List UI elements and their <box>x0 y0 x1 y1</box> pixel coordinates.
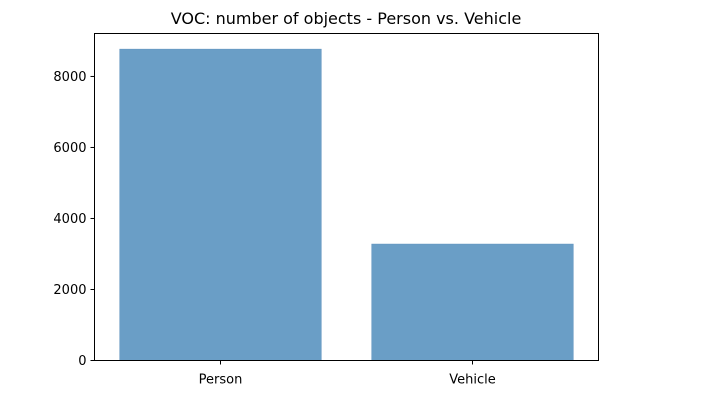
x-tick-label: Vehicle <box>449 373 496 388</box>
x-axis: Person Vehicle <box>199 360 496 388</box>
y-axis: 0 2000 4000 6000 8000 <box>53 70 95 369</box>
x-tick-label: Person <box>199 373 243 388</box>
y-tick-label: 6000 <box>53 141 86 156</box>
plot-frame <box>94 33 599 361</box>
y-tick-label: 2000 <box>53 283 86 298</box>
plot-area <box>119 48 574 361</box>
y-tick-label: 8000 <box>53 70 86 85</box>
chart-title: VOC: number of objects - Person vs. Vehi… <box>171 9 522 28</box>
bar-person <box>119 48 322 361</box>
bar-vehicle <box>371 243 574 361</box>
y-tick-label: 0 <box>78 354 86 369</box>
y-tick-label: 4000 <box>53 212 86 227</box>
